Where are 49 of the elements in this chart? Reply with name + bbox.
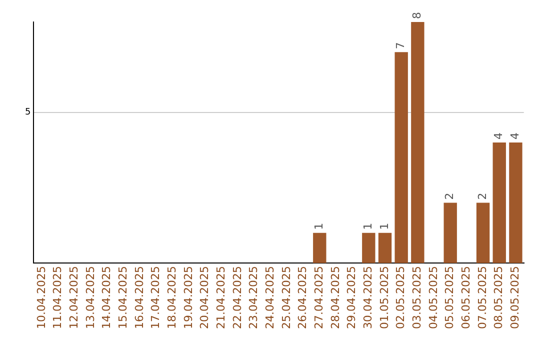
data-label: 1: [312, 222, 326, 230]
x-tick-label: 16.04.2025: [132, 266, 146, 330]
bar: [394, 52, 408, 264]
bar: [378, 232, 392, 264]
x-tick-label: 17.04.2025: [149, 266, 162, 330]
bar: [411, 22, 424, 264]
x-tick-label: 22.04.2025: [230, 266, 244, 330]
x-tick-label: 01.05.2025: [378, 266, 391, 330]
x-tick-label: 21.04.2025: [214, 266, 228, 330]
data-label: 2: [443, 192, 456, 200]
x-tick-label: 08.05.2025: [492, 266, 506, 330]
x-tick-label: 12.04.2025: [67, 266, 80, 330]
data-label: 1: [362, 222, 375, 230]
x-tick-label: 19.04.2025: [182, 266, 195, 330]
x-tick-label: 03.05.2025: [410, 266, 424, 330]
x-tick-label: 13.04.2025: [84, 266, 97, 330]
data-label: 1: [378, 222, 391, 230]
data-label: 7: [394, 42, 408, 50]
x-tick-label: 02.05.2025: [394, 266, 408, 330]
x-tick-label: 28.04.2025: [328, 266, 342, 330]
x-tick-label: 06.05.2025: [460, 266, 473, 330]
x-tick-label: 24.04.2025: [263, 266, 276, 330]
bar: [362, 232, 376, 264]
bar: [444, 202, 457, 264]
x-tick-label: 14.04.2025: [100, 266, 114, 330]
data-label: 8: [410, 12, 424, 19]
bar: [492, 142, 506, 264]
bar: [313, 232, 326, 264]
data-label: 4: [492, 132, 506, 140]
data-label: 2: [476, 192, 489, 200]
x-tick-label: 07.05.2025: [476, 266, 489, 330]
x-tick-label: 05.05.2025: [443, 266, 456, 330]
x-tick-label: 27.04.2025: [312, 266, 326, 330]
x-tick-label: 29.04.2025: [345, 266, 358, 330]
x-tick-label: 26.04.2025: [296, 266, 310, 330]
y-tick-label: 5: [24, 108, 31, 118]
x-tick-label: 20.04.2025: [198, 266, 212, 330]
bar: [476, 202, 490, 264]
x-tick-label: 10.04.2025: [34, 266, 48, 330]
x-tick-label: 25.04.2025: [280, 266, 293, 330]
x-tick-label: 04.05.2025: [426, 266, 440, 330]
data-label: 4: [508, 132, 522, 140]
x-tick-label: 18.04.2025: [165, 266, 178, 330]
x-tick-label: 23.04.2025: [247, 266, 260, 330]
bar: [509, 142, 522, 264]
x-tick-label: 30.04.2025: [362, 266, 375, 330]
x-tick-label: 11.04.2025: [51, 266, 64, 330]
x-tick-label: 09.05.2025: [508, 266, 522, 330]
x-tick-label: 15.04.2025: [116, 266, 130, 330]
